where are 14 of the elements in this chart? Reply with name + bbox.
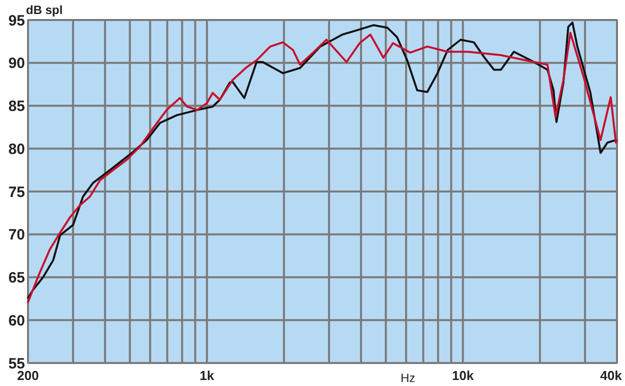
y-tick-label: 95 (8, 12, 25, 30)
x-tick-label: 1k (200, 368, 215, 383)
y-tick-label: 90 (8, 55, 25, 72)
x-axis-title: Hz (400, 371, 416, 385)
y-tick-label: 65 (8, 270, 25, 286)
y-tick-label: 60 (8, 312, 25, 330)
y-tick-label: 80 (8, 140, 25, 158)
y-tick-label: 75 (8, 184, 25, 201)
y-tick-label: 70 (8, 226, 25, 244)
x-tick-label: 10k (452, 368, 474, 383)
x-tick-label: 200 (17, 368, 39, 383)
x-tick-label: 40k (600, 368, 623, 383)
y-tick-label: 85 (8, 98, 25, 115)
y-axis-title: dB spl (26, 3, 63, 17)
